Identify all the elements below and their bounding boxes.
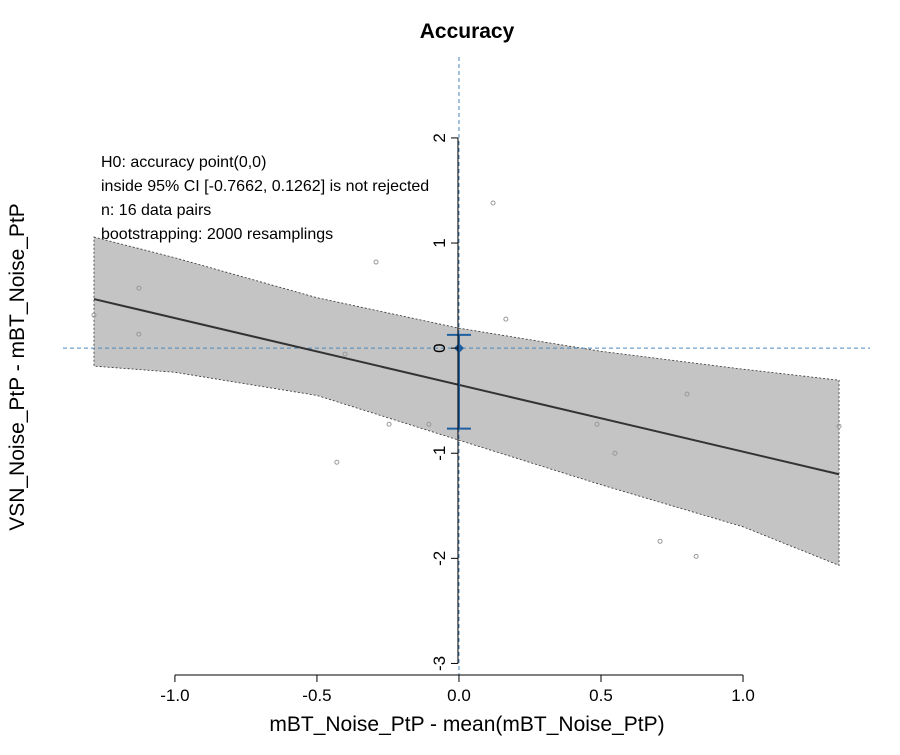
y-tick-label: 0 xyxy=(430,343,449,352)
y-tick-label: -1 xyxy=(430,446,449,461)
ci-point xyxy=(453,343,464,354)
annotation: n: 16 data pairs xyxy=(101,202,211,219)
confidence-band xyxy=(93,236,840,566)
point xyxy=(503,316,509,322)
point xyxy=(836,423,842,429)
annotation: H0: accuracy point(0,0) xyxy=(101,154,266,171)
point xyxy=(386,421,392,427)
x-tick-label: 1.0 xyxy=(731,686,755,705)
point xyxy=(684,391,690,397)
x-tick-label: 0.5 xyxy=(589,686,613,705)
point xyxy=(426,421,432,427)
point xyxy=(657,538,663,544)
y-axis-label: VSN_Noise_PtP - mBT_Noise_PtP xyxy=(6,203,29,531)
x-tick-label: -1.0 xyxy=(160,686,189,705)
point xyxy=(334,459,340,465)
y-tick-label: -2 xyxy=(430,551,449,566)
annotation: inside 95% CI [-0.7662, 0.1262] is not r… xyxy=(101,178,429,195)
point xyxy=(612,450,618,456)
point xyxy=(693,553,699,559)
y-tick-label: -3 xyxy=(430,656,449,671)
point xyxy=(136,331,142,337)
x-tick-label: 0.0 xyxy=(447,686,471,705)
point xyxy=(342,351,348,357)
point xyxy=(373,259,379,265)
x-axis-label: mBT_Noise_PtP - mean(mBT_Noise_PtP) xyxy=(269,713,664,736)
annotation: bootstrapping: 2000 resamplings xyxy=(101,226,333,243)
fit-line xyxy=(93,298,840,476)
point xyxy=(136,285,142,291)
y-tick-label: 2 xyxy=(430,133,449,142)
point xyxy=(490,200,496,206)
chart-title: Accuracy xyxy=(420,20,515,43)
x-tick-label: -0.5 xyxy=(302,686,331,705)
y-tick-label: 1 xyxy=(430,238,449,247)
point xyxy=(91,312,97,318)
point xyxy=(594,421,600,427)
